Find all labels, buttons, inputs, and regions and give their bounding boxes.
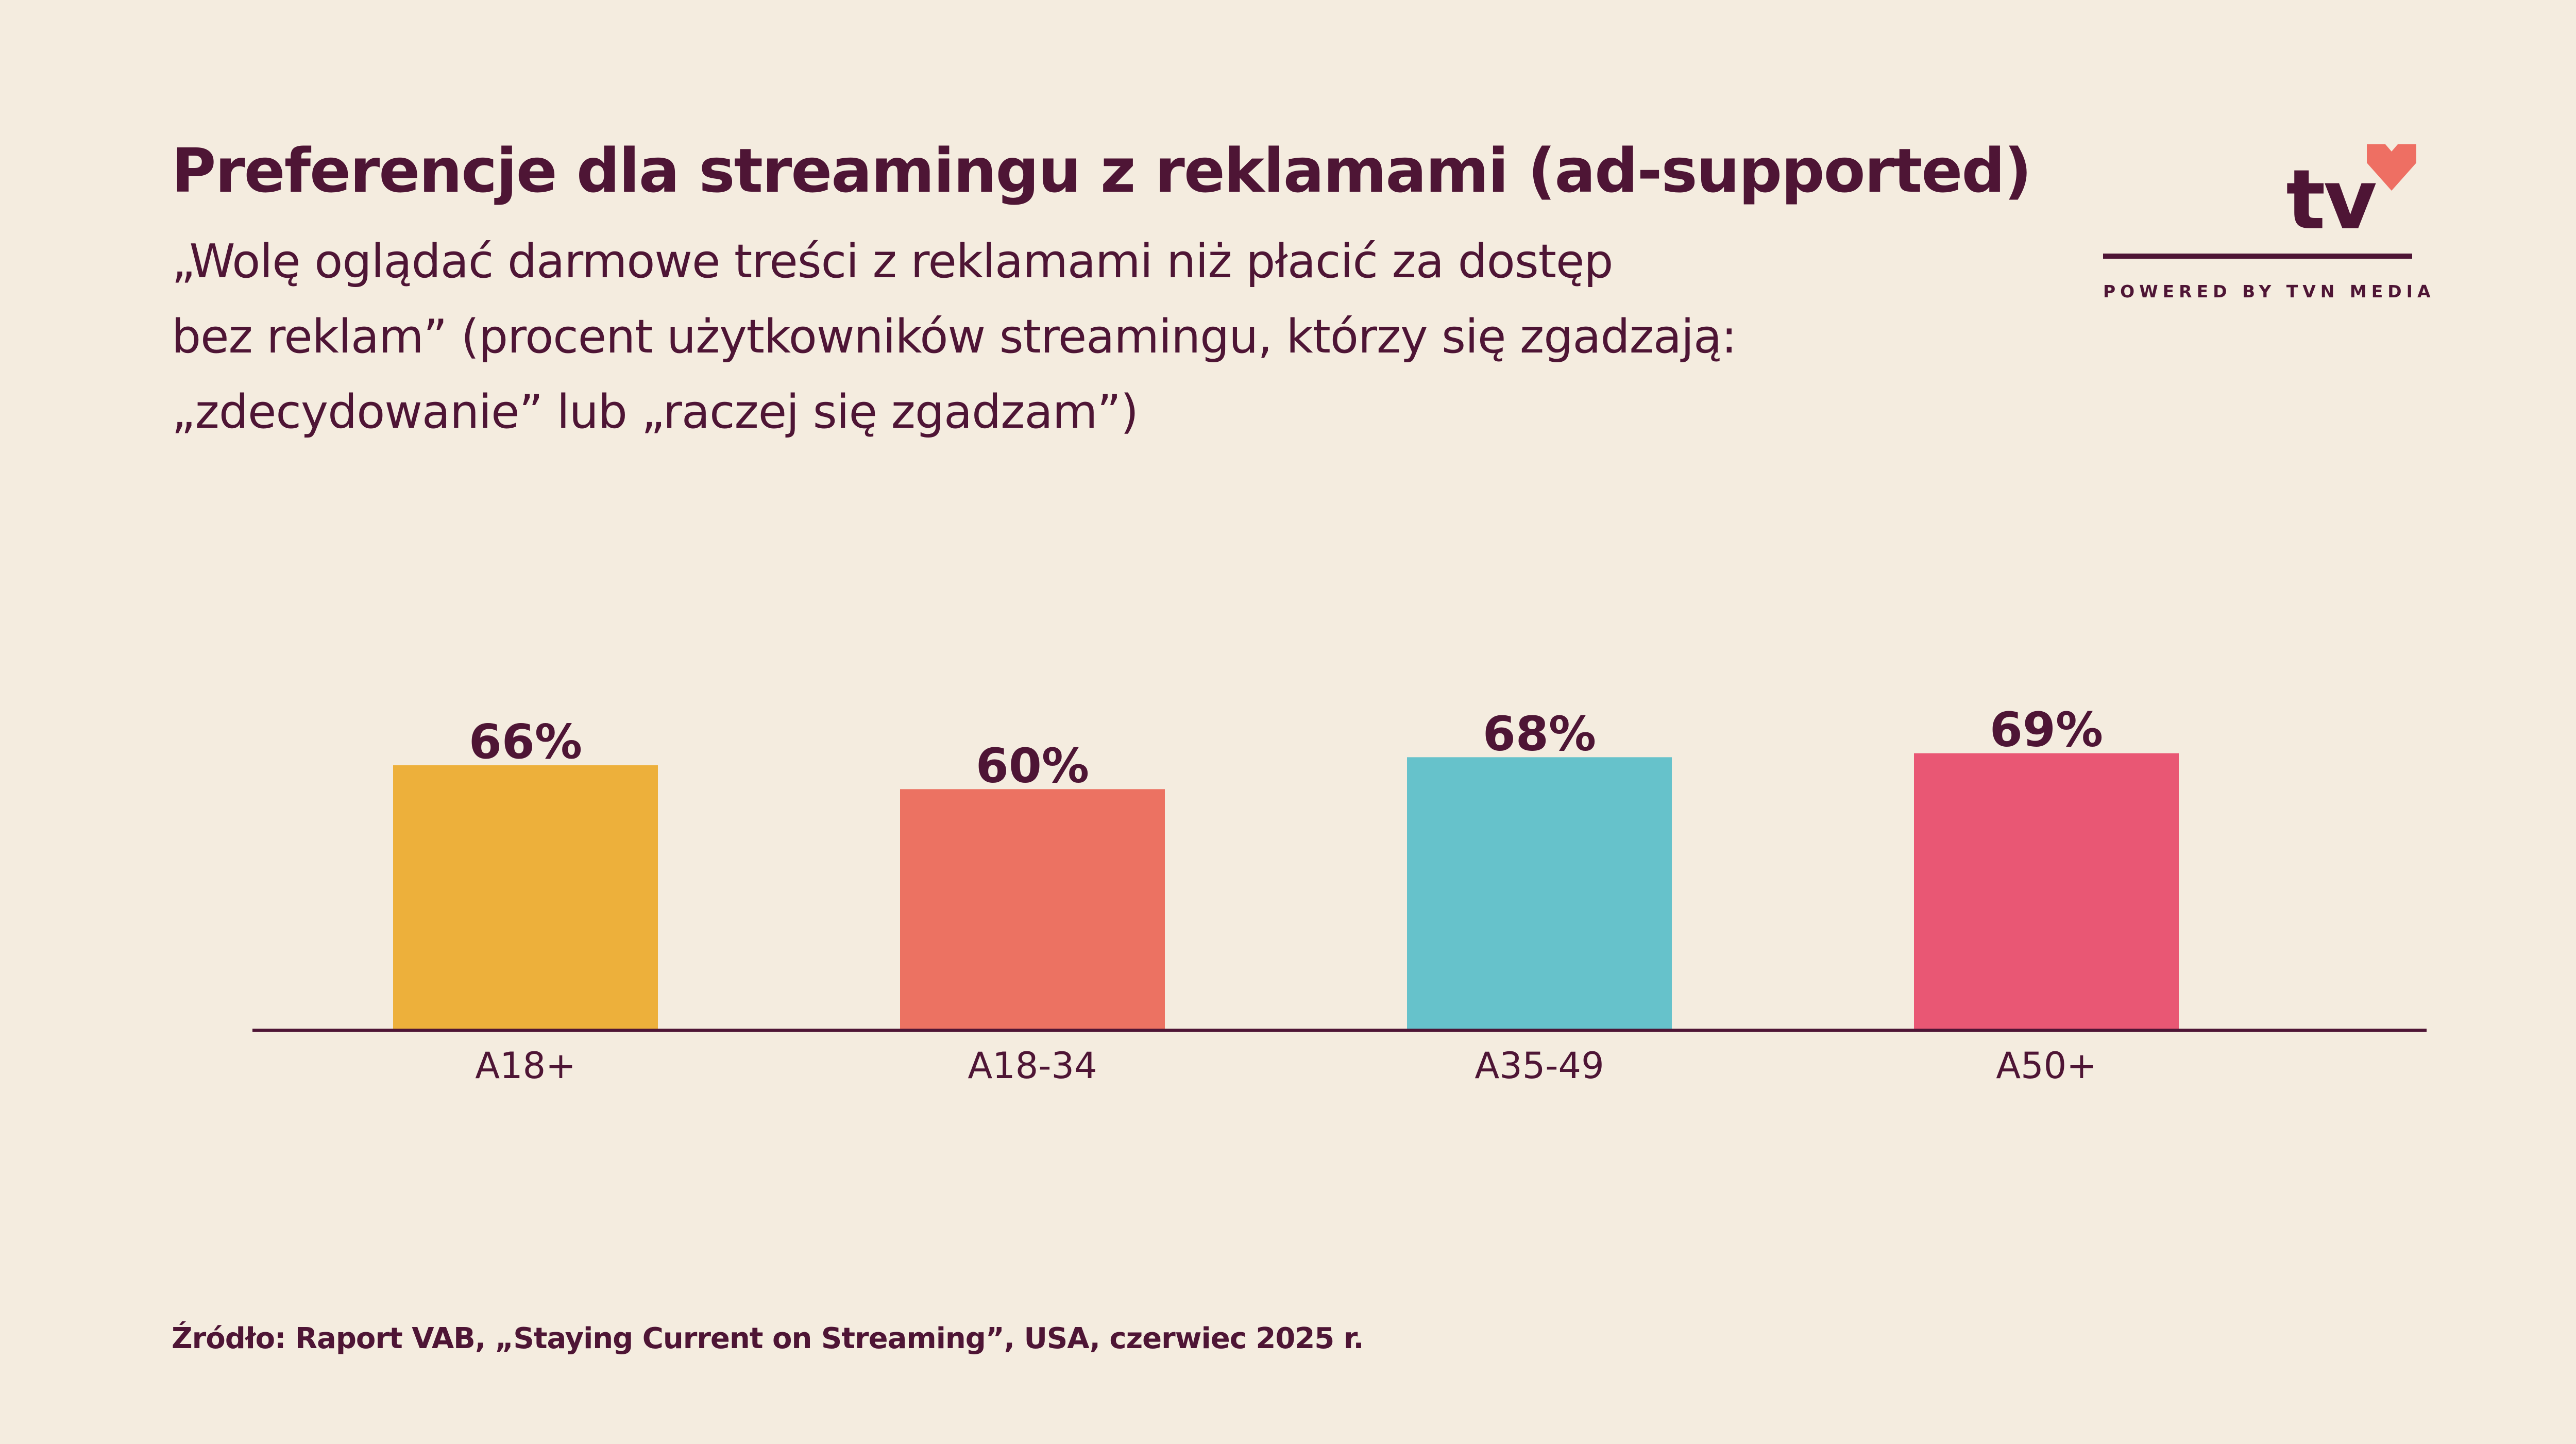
bar-value-label: 68%	[1483, 706, 1596, 761]
bar-a35-49	[1407, 757, 1672, 1029]
brand-logo: tv POWERED BY TVN MEDIA	[2097, 143, 2431, 308]
bar-chart: 66% A18+ 60% A18-34 68% A35-49 69% A50+	[252, 702, 2427, 1087]
source-note: Źródło: Raport VAB, „Staying Current on …	[172, 1322, 1364, 1355]
bar-value-label: 66%	[469, 714, 582, 769]
bar-value-label: 60%	[976, 738, 1089, 793]
bar-a50-	[1914, 753, 2179, 1029]
x-tick-label: A35-49	[1475, 1045, 1604, 1087]
logo-wordmark: tv	[2286, 152, 2377, 248]
subtitle-line-2: bez reklam” (procent użytkowników stream…	[172, 310, 1737, 364]
bar-value-label: 69%	[1990, 702, 2103, 758]
bar-a18-	[393, 765, 658, 1029]
bar-a18-34	[900, 789, 1165, 1029]
logo-tagline: POWERED BY TVN MEDIA	[2103, 281, 2435, 301]
logo-divider	[2103, 254, 2412, 259]
x-tick-label: A18+	[475, 1045, 576, 1087]
subtitle-line-1: „Wolę oglądać darmowe treści z reklamami…	[172, 234, 1614, 289]
heart-icon	[2367, 144, 2416, 191]
x-tick-label: A50+	[1996, 1045, 2097, 1087]
chart-subtitle: „Wolę oglądać darmowe treści z reklamami…	[172, 224, 1872, 450]
x-tick-label: A18-34	[968, 1045, 1097, 1087]
chart-title: Preferencje dla streamingu z reklamami (…	[172, 135, 2032, 206]
subtitle-line-3: „zdecydowanie” lub „raczej się zgadzam”)	[172, 385, 1139, 439]
